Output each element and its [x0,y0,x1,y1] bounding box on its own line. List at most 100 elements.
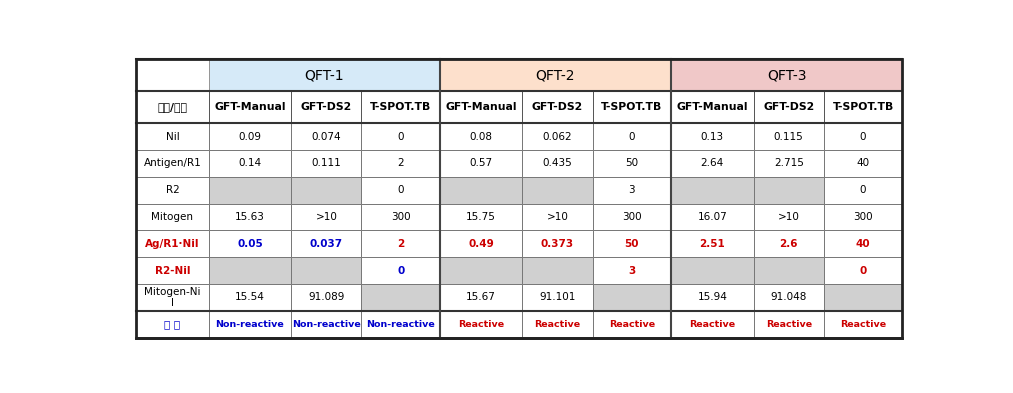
Bar [209,177,292,204]
Text: 300: 300 [853,212,873,222]
Bar [671,311,754,338]
Text: 2.51: 2.51 [700,239,725,249]
Text: 0.062: 0.062 [543,132,572,142]
Bar [593,284,671,311]
Text: 50: 50 [625,158,638,169]
Bar [593,150,671,177]
Text: 91.089: 91.089 [308,292,344,303]
Text: 0: 0 [859,266,867,275]
Text: 0: 0 [629,132,635,142]
Bar [671,59,903,91]
Bar [136,311,209,338]
Bar [593,177,671,204]
Text: Nil: Nil [165,132,179,142]
Bar [593,91,671,123]
Bar [593,230,671,257]
Bar [209,123,292,150]
Text: >10: >10 [547,212,568,222]
Text: R2-Nil: R2-Nil [155,266,190,275]
Bar [824,204,903,230]
Bar [209,284,292,311]
Bar [440,204,523,230]
Bar [671,230,754,257]
Bar [824,91,903,123]
Bar [523,91,593,123]
Text: Mitogen: Mitogen [151,212,193,222]
Text: 0.57: 0.57 [470,158,492,169]
Text: 0.037: 0.037 [310,239,343,249]
Bar [136,257,209,284]
Text: >10: >10 [778,212,799,222]
Text: 40: 40 [857,158,869,169]
Bar [754,150,824,177]
Bar [593,311,671,338]
Bar [362,204,440,230]
Bar [754,284,824,311]
Text: 3: 3 [628,185,635,195]
Text: 0.115: 0.115 [774,132,803,142]
Text: Reactive: Reactive [535,320,580,329]
Text: 0.49: 0.49 [468,239,494,249]
Bar [440,284,523,311]
Text: 0.074: 0.074 [312,132,341,142]
Bar [754,204,824,230]
Bar [440,311,523,338]
Text: 2: 2 [397,239,404,249]
Text: 2.715: 2.715 [774,158,803,169]
Text: T-SPOT.TB: T-SPOT.TB [370,102,432,112]
Bar [523,284,593,311]
Text: Mitogen-Ni
l: Mitogen-Ni l [144,286,201,308]
Bar [671,257,754,284]
Bar [292,150,362,177]
Text: 91.048: 91.048 [771,292,807,303]
Bar [523,257,593,284]
Text: 3: 3 [628,266,635,275]
Text: 15.54: 15.54 [235,292,265,303]
Bar [671,177,754,204]
Text: 0.13: 0.13 [701,132,724,142]
Bar [136,177,209,204]
Text: 0.09: 0.09 [238,132,261,142]
Text: 16.07: 16.07 [698,212,727,222]
Bar [824,284,903,311]
Text: 0: 0 [397,266,404,275]
Bar [754,177,824,204]
Text: Non-reactive: Non-reactive [216,320,285,329]
Text: GFT-DS2: GFT-DS2 [763,102,814,112]
Text: 2.64: 2.64 [701,158,724,169]
Text: R2: R2 [165,185,179,195]
Bar [440,123,523,150]
Text: QFT-3: QFT-3 [767,68,806,82]
Bar [292,257,362,284]
Bar [209,59,440,91]
Text: 0: 0 [860,185,866,195]
Text: 0.14: 0.14 [238,158,261,169]
Text: Reactive: Reactive [766,320,811,329]
Text: 40: 40 [856,239,870,249]
Bar [824,230,903,257]
Text: Ag/R1·Nil: Ag/R1·Nil [145,239,200,249]
Bar [209,230,292,257]
Bar [292,311,362,338]
Bar [362,257,440,284]
Text: 0: 0 [397,132,404,142]
Bar [440,59,671,91]
Bar [292,230,362,257]
Text: 0: 0 [397,185,404,195]
Text: 15.67: 15.67 [466,292,496,303]
Text: 2.6: 2.6 [779,239,798,249]
Bar [754,257,824,284]
Bar [209,311,292,338]
Bar [292,204,362,230]
Bar [593,257,671,284]
Text: 15.63: 15.63 [235,212,265,222]
Text: Non-reactive: Non-reactive [367,320,435,329]
Text: GFT-Manual: GFT-Manual [677,102,749,112]
Bar [440,257,523,284]
Bar [754,230,824,257]
Bar [362,311,440,338]
Bar [136,59,209,91]
Text: Reactive: Reactive [458,320,504,329]
Text: 결과/방법: 결과/방법 [157,102,187,112]
Bar [209,150,292,177]
